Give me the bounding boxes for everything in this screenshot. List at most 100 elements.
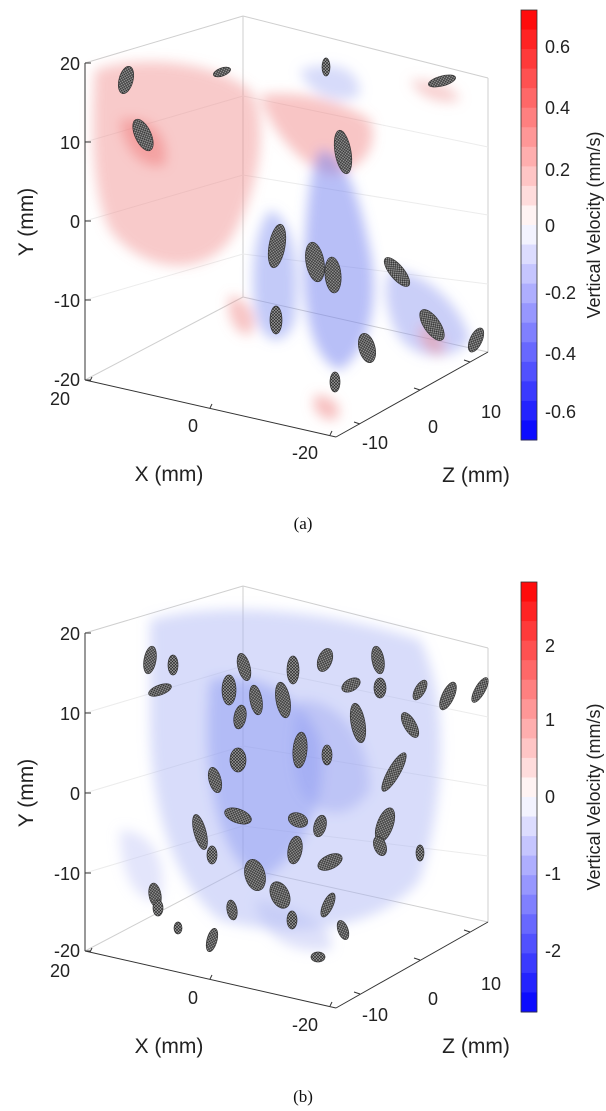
colorbar-tick-label: 2 <box>545 636 555 656</box>
panel-a-bottom-axes <box>84 62 489 438</box>
colorbar-band <box>521 992 537 1013</box>
colorbar-band <box>521 283 537 304</box>
colorbar-band <box>521 185 537 206</box>
colorbar-band <box>521 757 537 778</box>
colorbar-band <box>521 264 537 285</box>
colorbar-band <box>521 420 537 441</box>
colorbar-band <box>521 953 537 974</box>
colorbar-band <box>521 816 537 837</box>
y-tick-label: -10 <box>54 864 80 884</box>
panel-b-vortex-structures <box>143 645 489 963</box>
colorbar-tick-label: -2 <box>545 941 561 961</box>
colorbar-band <box>521 718 537 739</box>
panel-a-colorbar-label: Vertical Velocity (mm/s) <box>584 131 604 318</box>
colorbar-band <box>521 225 537 246</box>
z-tick-label: 10 <box>481 974 501 994</box>
colorbar-band <box>521 166 537 187</box>
y-tick-label: -20 <box>54 370 80 390</box>
colorbar-band <box>521 244 537 265</box>
panel-a-x-axis-label: X (mm) <box>135 463 204 486</box>
panel-b-tick-labels: 20 10 0 -10 -20 20 0 -20 -10 0 10 <box>50 624 501 1035</box>
colorbar-band <box>521 361 537 382</box>
z-tick-label: 0 <box>428 989 438 1009</box>
colorbar-band <box>521 914 537 935</box>
x-tick-label: -20 <box>292 443 318 463</box>
panel-a-y-axis-label: Y (mm) <box>15 188 38 256</box>
panel-b-colorbar-ticks: 2 1 0 -1 -2 <box>545 636 561 961</box>
x-tick-label: 0 <box>188 988 198 1008</box>
colorbar-band <box>521 855 537 876</box>
colorbar-band <box>521 342 537 363</box>
panel-b-y-axis-label: Y (mm) <box>15 759 38 827</box>
colorbar-band <box>521 49 537 70</box>
panel-a-z-axis-label: Z (mm) <box>442 464 510 487</box>
panel-a-vortex-structures <box>117 57 485 393</box>
z-tick-label: 0 <box>428 417 438 437</box>
colorbar-band <box>521 894 537 915</box>
colorbar-band <box>521 146 537 167</box>
colorbar-band <box>521 836 537 857</box>
panel-b: 20 10 0 -10 -20 20 0 -20 -10 0 10 Y (mm)… <box>15 581 604 1058</box>
colorbar-band <box>521 640 537 661</box>
panel-a-colorbar-ticks: 0.6 0.4 0.2 0 -0.2 -0.4 -0.6 <box>545 37 576 422</box>
colorbar-tick-label: -0.2 <box>545 283 576 303</box>
colorbar-band <box>521 205 537 226</box>
colorbar-band <box>521 660 537 681</box>
panel-b-bottom-axes <box>84 632 489 1009</box>
colorbar-tick-label: 1 <box>545 710 555 730</box>
caption-panel-b: (b) <box>293 1087 313 1106</box>
z-tick-label: -10 <box>362 433 388 453</box>
y-tick-label: 0 <box>70 784 80 804</box>
colorbar-band <box>521 88 537 109</box>
colorbar-tick-label: 0 <box>545 787 555 807</box>
panel-b-colorbar-label: Vertical Velocity (mm/s) <box>584 703 604 890</box>
colorbar-tick-label: 0.2 <box>545 160 570 180</box>
y-tick-label: 0 <box>70 212 80 232</box>
colorbar-tick-label: 0.4 <box>545 98 570 118</box>
colorbar-band <box>521 68 537 89</box>
colorbar-tick-label: -0.6 <box>545 402 576 422</box>
y-tick-label: 20 <box>60 624 80 644</box>
colorbar-band <box>521 322 537 343</box>
panel-a-colorbar: 0.6 0.4 0.2 0 -0.2 -0.4 -0.6 Vertical Ve… <box>520 9 604 441</box>
colorbar-tick-label: 0.6 <box>545 37 570 57</box>
x-tick-label: 20 <box>50 961 70 981</box>
colorbar-band <box>521 797 537 818</box>
colorbar-band <box>521 127 537 148</box>
colorbar-band <box>521 601 537 622</box>
colorbar-band <box>521 400 537 421</box>
colorbar-band <box>521 972 537 993</box>
y-tick-label: 10 <box>60 704 80 724</box>
colorbar-band <box>521 933 537 954</box>
z-tick-label: -10 <box>362 1005 388 1025</box>
x-tick-label: -20 <box>292 1015 318 1035</box>
panel-b-z-axis-label: Z (mm) <box>442 1035 510 1058</box>
y-tick-label: 20 <box>60 54 80 74</box>
colorbar-band <box>521 738 537 759</box>
colorbar-band <box>521 582 537 603</box>
colorbar-band <box>521 621 537 642</box>
z-tick-label: 10 <box>481 402 501 422</box>
colorbar-band <box>521 777 537 798</box>
panel-a-tick-labels: 20 10 0 -10 -20 20 0 -20 -10 0 10 <box>50 54 501 463</box>
colorbar-band <box>521 10 537 31</box>
y-tick-label: -20 <box>54 941 80 961</box>
colorbar-band <box>521 875 537 896</box>
panel-a-velocity-field <box>93 61 470 420</box>
colorbar-band <box>521 107 537 128</box>
y-tick-label: -10 <box>54 291 80 311</box>
panel-b-colorbar: 2 1 0 -1 -2 Vertical Velocity (mm/s) <box>520 581 604 1013</box>
colorbar-tick-label: -0.4 <box>545 344 576 364</box>
caption-panel-a: (a) <box>293 514 313 533</box>
y-tick-label: 10 <box>60 133 80 153</box>
colorbar-tick-label: -1 <box>545 864 561 884</box>
colorbar-band <box>521 29 537 50</box>
colorbar-band <box>521 381 537 402</box>
panel-b-x-axis-label: X (mm) <box>135 1035 204 1058</box>
x-tick-label: 20 <box>50 389 70 409</box>
colorbar-band <box>521 303 537 324</box>
colorbar-band <box>521 699 537 720</box>
colorbar-tick-label: 0 <box>545 216 555 236</box>
x-tick-label: 0 <box>188 416 198 436</box>
colorbar-band <box>521 679 537 700</box>
